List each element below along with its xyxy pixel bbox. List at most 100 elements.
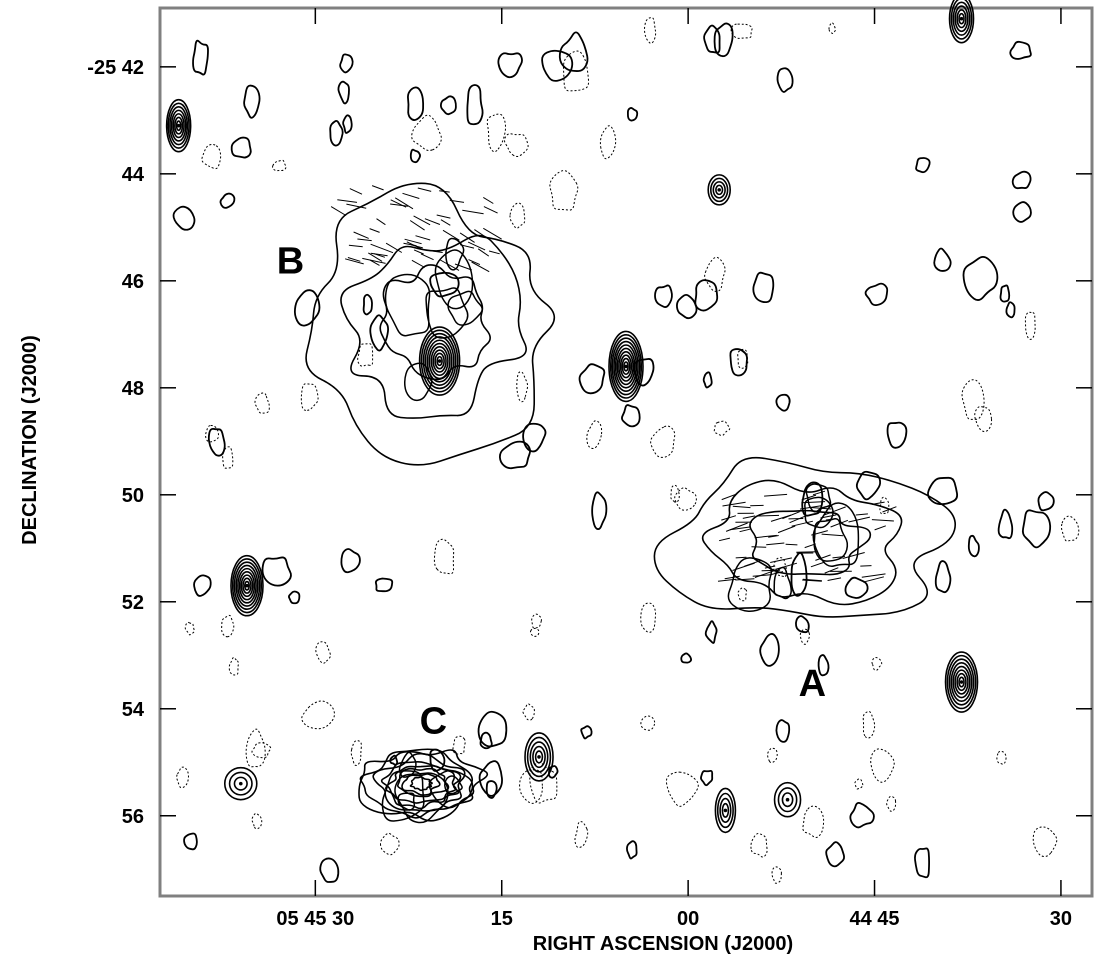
compact-source-contour xyxy=(534,750,544,764)
polarization-vector xyxy=(344,258,364,265)
noise-contour xyxy=(342,114,353,134)
source-label-c: C xyxy=(420,700,447,742)
source-a-knot xyxy=(773,566,792,600)
polarization-vector xyxy=(771,571,784,575)
noise-contour xyxy=(1005,301,1016,319)
polarization-vector xyxy=(371,185,384,191)
polarization-vector xyxy=(821,533,844,537)
compact-source-contour xyxy=(230,554,264,617)
compact-source-contour xyxy=(712,181,726,199)
noise-contour xyxy=(433,538,455,575)
compact-source-contour xyxy=(958,12,965,25)
noise-contour xyxy=(676,293,698,320)
noise-contour xyxy=(1061,515,1080,542)
compact-source-contour xyxy=(714,787,737,834)
noise-contour xyxy=(640,602,657,633)
compact-source-contour xyxy=(777,787,798,813)
compact-source-contour xyxy=(422,332,457,390)
noise-contour xyxy=(407,86,425,121)
polarization-vector xyxy=(337,199,358,203)
compact-source-contours xyxy=(165,0,979,834)
noise-contour xyxy=(802,805,825,838)
compact-source-contour xyxy=(623,361,629,372)
source-c-knot xyxy=(428,769,474,809)
compact-source-contour xyxy=(619,354,633,379)
y-tick-label: 46 xyxy=(122,271,144,293)
compact-source-contour xyxy=(721,802,730,818)
noise-contour xyxy=(961,379,985,420)
polarization-vector xyxy=(330,206,347,216)
noise-contour xyxy=(621,404,641,428)
polarization-vectors xyxy=(330,185,897,583)
polarization-vector xyxy=(802,579,822,582)
noise-contour xyxy=(254,392,270,414)
polarization-vector xyxy=(725,522,748,532)
compact-source-contour xyxy=(434,352,445,370)
polarization-vector xyxy=(768,535,779,538)
noise-contour xyxy=(578,363,606,395)
compact-source-contour xyxy=(428,342,451,380)
noise-contour xyxy=(243,84,261,119)
polarization-vector xyxy=(483,227,502,240)
polarization-vector xyxy=(462,209,484,215)
x-tick-label: 15 xyxy=(491,908,513,930)
polarization-vector xyxy=(775,562,798,570)
source-c-knot xyxy=(394,772,449,824)
noise-contour xyxy=(704,256,726,292)
y-axis-title: DECLINATION (J2000) xyxy=(19,335,41,545)
compact-source-contour xyxy=(174,116,184,135)
noise-contour xyxy=(694,279,719,312)
compact-source-contour xyxy=(956,672,967,692)
polarization-vector xyxy=(721,515,737,521)
polarization-vector xyxy=(390,199,407,208)
noise-contour xyxy=(644,16,657,44)
polarization-vector xyxy=(459,244,475,249)
polarization-vector xyxy=(824,567,839,574)
polarization-vector xyxy=(440,259,460,271)
noise-contour xyxy=(288,590,301,605)
polarization-vector xyxy=(454,263,472,271)
x-tick-label: 05 45 30 xyxy=(276,908,354,930)
compact-source-peak xyxy=(624,364,628,369)
polarization-vector xyxy=(811,530,828,536)
noise-contour xyxy=(452,735,466,755)
noise-contour xyxy=(201,143,222,170)
compact-source-contour xyxy=(609,334,643,399)
noise-contour xyxy=(251,812,263,830)
polarization-vector xyxy=(718,537,731,542)
noise-contour xyxy=(665,771,699,807)
noise-contour xyxy=(541,49,574,82)
compact-source-contour xyxy=(948,658,975,706)
compact-source-contour xyxy=(430,346,449,377)
noise-contour xyxy=(870,748,895,783)
x-axis-title: RIGHT ASCENSION (J2000) xyxy=(533,933,793,955)
extended-source-contours xyxy=(305,182,956,824)
noise-contour xyxy=(996,750,1007,765)
noise-contour xyxy=(650,425,676,458)
noise-contour xyxy=(933,247,952,272)
compact-source-contour xyxy=(958,676,965,688)
y-tick-label: 50 xyxy=(122,485,144,507)
source-c-knot xyxy=(381,770,425,822)
polarization-vector xyxy=(722,501,746,507)
polarization-vector xyxy=(842,552,865,559)
source-a-knot xyxy=(727,557,773,612)
noise-contour xyxy=(228,656,239,676)
noise-contour xyxy=(362,293,373,316)
noise-contour xyxy=(854,778,864,790)
polarization-vector xyxy=(369,228,380,233)
compact-source-contour xyxy=(167,102,190,149)
noise-contour xyxy=(477,710,508,748)
source-c-knot xyxy=(444,775,463,795)
compact-source-contour xyxy=(616,347,636,386)
compact-source-contour xyxy=(223,766,258,801)
compact-source-peak xyxy=(959,680,964,684)
noise-contour xyxy=(350,740,362,767)
compact-source-contour xyxy=(233,776,248,791)
plot-frame xyxy=(158,6,1094,898)
polarization-vector xyxy=(483,206,498,214)
noise-contour xyxy=(1011,170,1032,190)
noise-contour xyxy=(599,125,617,160)
compact-source-peak xyxy=(238,781,243,786)
polarization-vector xyxy=(732,505,751,509)
